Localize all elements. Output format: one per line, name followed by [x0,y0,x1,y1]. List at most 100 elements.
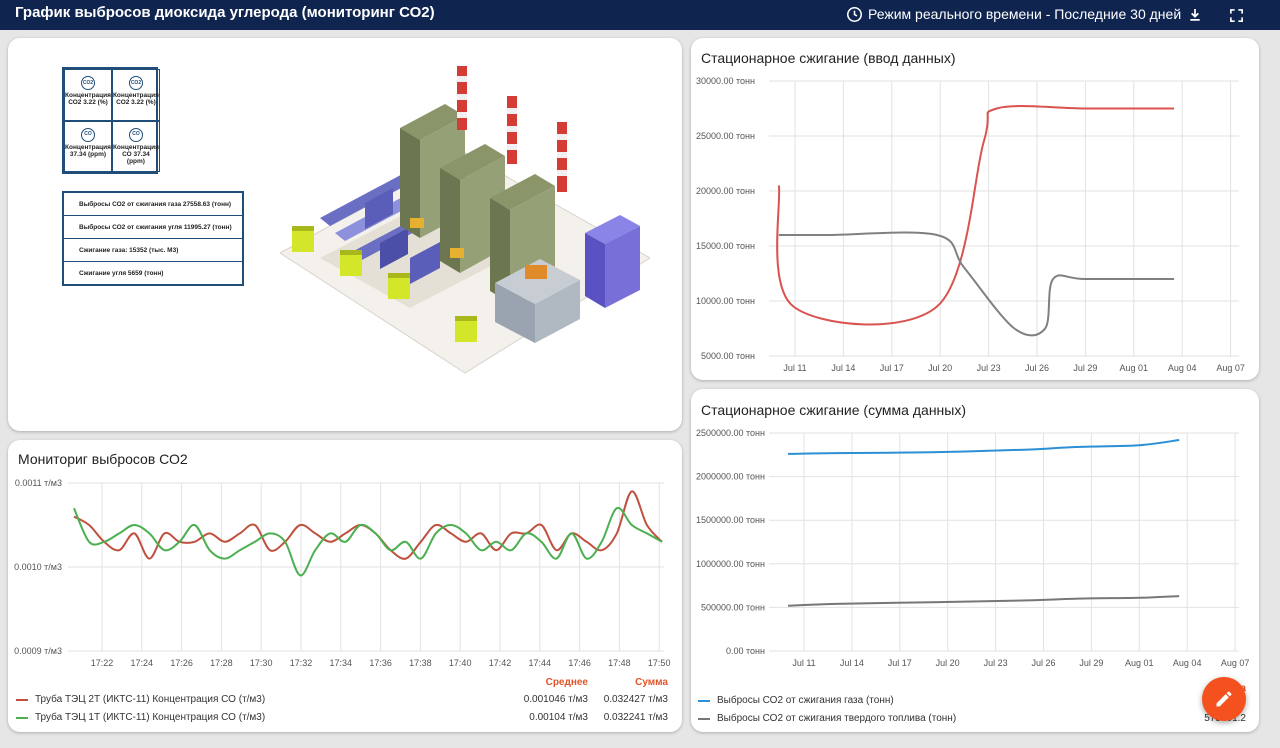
x-tick-label: 17:24 [131,658,154,668]
emissions-row: Выбросы СО2 от сжигания газа 27558.63 (т… [64,193,242,216]
x-tick-label: 17:40 [449,658,472,668]
x-tick-label: 17:22 [91,658,114,668]
avg-header: Среднее [545,677,588,688]
series-line [776,105,1175,326]
x-tick-label: 17:32 [290,658,313,668]
legend-item[interactable]: Выбросы СО2 от сжигания газа (тонн) [698,695,894,706]
x-tick-label: Jul 26 [1025,363,1049,373]
x-tick-label: Aug 07 [1221,658,1250,668]
x-tick-label: Jul 17 [888,658,912,668]
monitor-chart: 0.0011 т/м3 0.0010 т/м3 0.0009 т/м3 17:22 17… [14,478,671,668]
legend-swatch [16,698,28,701]
co-icon: CO [80,127,95,142]
sum-chart-title: Стационарное сжигание (сумма данных) [701,402,967,418]
y-tick-label: 30000.00 тонн [696,76,755,86]
x-tick-label: 17:28 [210,658,233,668]
legend-swatch [698,717,710,720]
emissions-table: Выбросы СО2 от сжигания газа 27558.63 (т… [62,191,244,286]
monitor-chart-title: Мониториг выбросов СО2 [18,451,188,467]
y-tick-label: 0.0009 т/м3 [14,646,62,656]
legend-sum: 0.032427 т/м3 [603,694,668,705]
x-tick-label: Jul 29 [1073,363,1097,373]
x-tick-label: Aug 04 [1173,658,1202,668]
x-tick-label: 17:46 [568,658,591,668]
power-plant-illustration [280,66,650,374]
y-tick-label: 5000.00 тонн [701,351,755,361]
download-icon [1190,9,1200,21]
concentration-cell: CO Концентрация 37.34 (ppm) [64,120,112,172]
y-tick-label: 2500000.00 тонн [696,428,765,438]
clock-icon [846,6,863,22]
x-tick-label: Aug 01 [1120,363,1149,373]
input-chart: 30000.00 тонн 25000.00 тонн 20000.00 тонн 1… [696,76,1245,373]
concentration-cell: CO2 Концентрация СО2 3.22 (%) [64,69,112,121]
edit-button[interactable] [1202,677,1246,721]
co2-icon: CO2 [80,76,95,90]
legend-swatch [698,699,710,702]
x-tick-label: 17:26 [170,658,193,668]
fullscreen-button[interactable] [1225,4,1247,26]
x-tick-label: 17:38 [409,658,432,668]
legend-item[interactable]: Выбросы СО2 от сжигания твердого топлива… [698,713,956,724]
x-tick-label: 17:44 [529,658,552,668]
sum-chart: 2500000.00 тонн 2000000.00 тонн 1500000.00… [696,428,1250,668]
x-tick-label: Jul 14 [840,658,864,668]
x-tick-label: Jul 14 [831,363,855,373]
series-line [787,439,1180,455]
x-tick-label: Jul 17 [880,363,904,373]
concentration-cell: CO Концентрация СО 37.34 (ppm) [111,120,160,172]
series-line [73,506,663,577]
legend-item[interactable]: Труба ТЭЦ 1Т (ИКТС-11) Концентрация СО (… [16,712,265,723]
x-tick-label: 17:36 [369,658,392,668]
y-tick-label: 10000.00 тонн [696,296,755,306]
emissions-row: Выбросы СО2 от сжигания угля 11995.27 (т… [64,216,242,239]
x-tick-label: Aug 01 [1125,658,1154,668]
y-tick-label: 0.0011 т/м3 [15,478,62,488]
x-tick-label: 17:50 [648,658,671,668]
legend-swatch [16,716,28,719]
x-tick-label: Jul 23 [977,363,1001,373]
y-tick-label: 1500000.00 тонн [696,515,765,525]
x-tick-label: 17:34 [330,658,353,668]
legend-item[interactable]: Труба ТЭЦ 2Т (ИКТС-11) Концентрация СО (… [16,694,265,705]
legend-sum: 0.032241 т/м3 [603,712,668,723]
x-tick-label: Jul 20 [936,658,960,668]
x-tick-label: 17:42 [489,658,512,668]
realtime-mode-button[interactable]: Режим реального времени - Последние 30 д… [846,3,1181,25]
input-chart-panel [691,38,1259,380]
top-bar: График выбросов диоксида углерода (монит… [0,0,1280,30]
x-tick-label: Jul 11 [783,363,806,373]
emissions-row: Сжигание газа: 15352 (тыс. М3) [64,239,242,262]
x-tick-label: 17:48 [608,658,631,668]
concentration-table: CO2 Концентрация СО2 3.22 (%) CO2 Концен… [62,67,160,174]
x-tick-label: Jul 29 [1079,658,1103,668]
co2-icon: CO2 [128,76,143,90]
x-tick-label: Jul 11 [792,658,815,668]
legend-avg: 0.00104 т/м3 [529,712,588,723]
x-tick-label: Aug 07 [1216,363,1245,373]
x-tick-label: 17:30 [250,658,273,668]
monitor-chart-panel [8,440,682,732]
fullscreen-icon [1229,8,1243,22]
realtime-label: Режим реального времени - Последние 30 д… [868,6,1182,22]
legend-avg: 0.001046 т/м3 [523,694,588,705]
co-icon: CO [128,127,143,142]
pencil-icon [1216,691,1232,707]
y-tick-label: 1000000.00 тонн [696,559,765,569]
download-button[interactable] [1184,4,1206,26]
x-tick-label: Jul 26 [1031,658,1055,668]
series-line [778,231,1175,337]
concentration-cell: CO2 Концентрация СО2 3.22 (%) [111,69,160,121]
sum-chart-panel [691,389,1259,732]
y-tick-label: 15000.00 тонн [696,241,755,251]
page-title: График выбросов диоксида углерода (монит… [15,4,435,21]
emissions-row: Сжигание угля 5659 (тонн) [79,269,164,277]
sum-header: Сумма [635,677,668,688]
y-tick-label: 2000000.00 тонн [696,472,765,482]
x-tick-label: Jul 23 [984,658,1008,668]
x-tick-label: Jul 20 [928,363,952,373]
y-tick-label: 500000.00 тонн [701,602,765,612]
input-chart-title: Стационарное сжигание (ввод данных) [701,50,956,66]
y-tick-label: 0.00 тонн [726,646,765,656]
y-tick-label: 25000.00 тонн [696,131,755,141]
